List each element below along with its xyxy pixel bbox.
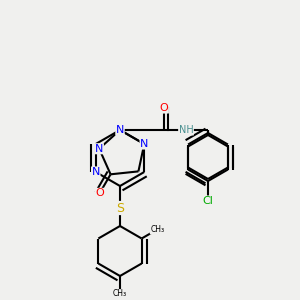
Text: N: N: [92, 167, 100, 177]
Text: Cl: Cl: [202, 196, 213, 206]
Text: O: O: [160, 103, 168, 113]
Text: CH₃: CH₃: [113, 290, 127, 298]
Text: O: O: [95, 188, 104, 198]
Text: N: N: [116, 125, 124, 135]
Text: NH: NH: [178, 125, 194, 135]
Text: CH₃: CH₃: [150, 225, 164, 234]
Text: N: N: [140, 139, 148, 149]
Text: S: S: [116, 202, 124, 214]
Text: N: N: [95, 144, 103, 154]
